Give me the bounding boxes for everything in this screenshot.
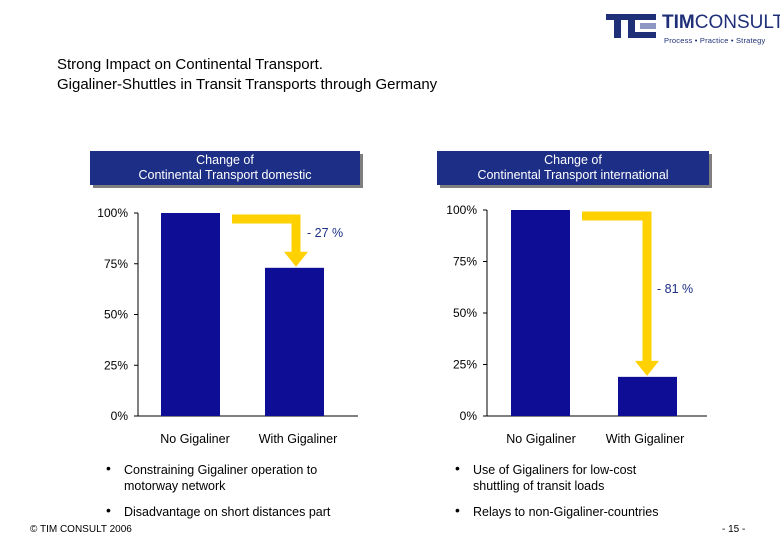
chart-title-line1: Change of xyxy=(544,153,602,167)
y-tick-label: 0% xyxy=(111,409,129,423)
bullet-dot: • xyxy=(455,502,460,518)
y-tick-label: 100% xyxy=(97,206,128,220)
bullet-dot: • xyxy=(106,460,111,476)
chart-title-line2: Continental Transport international xyxy=(477,168,669,182)
page-title-line2: Gigaliner-Shuttles in Transit Transports… xyxy=(57,76,438,93)
bullet-text: Disadvantage on short distances part xyxy=(124,505,331,519)
bullet-dot: • xyxy=(106,502,111,518)
page-number: - 15 - xyxy=(722,524,746,535)
change-arrow-shaft xyxy=(232,214,301,254)
bar-1 xyxy=(618,376,677,416)
bar-1 xyxy=(265,267,324,416)
company-logo: TIMCONSULT Process • Practice • Strategy xyxy=(604,10,780,46)
change-arrow-shaft xyxy=(582,211,652,363)
bullet-text: motorway network xyxy=(124,479,226,493)
page-title: Strong Impact on Continental Transport. … xyxy=(57,55,437,95)
x-category-label: No Gigaliner xyxy=(160,432,229,446)
change-arrow-head xyxy=(635,360,659,376)
chart-header-domestic: Change of Continental Transport domestic xyxy=(90,151,360,185)
bullet-dot: • xyxy=(455,460,460,476)
chart-header-international: Change of Continental Transport internat… xyxy=(437,151,709,185)
bullet-text: Use of Gigaliners for low-cost xyxy=(473,463,637,477)
x-category-label: No Gigaliner xyxy=(506,432,575,446)
y-tick-label: 0% xyxy=(460,409,478,423)
y-tick-label: 50% xyxy=(453,306,477,320)
chart-title-line1: Change of xyxy=(196,153,254,167)
bullet-text: Relays to non-Gigaliner-countries xyxy=(473,505,659,519)
page-title-line1: Strong Impact on Continental Transport. xyxy=(57,56,323,73)
logo-mark-icon xyxy=(604,12,658,40)
logo-tagline: Process • Practice • Strategy xyxy=(664,36,766,45)
chart-title-line2: Continental Transport domestic xyxy=(138,168,312,182)
bar-0 xyxy=(161,213,220,416)
bullet-text: Constraining Gigaliner operation to xyxy=(124,463,318,477)
copyright-notice: © TIM CONSULT 2006 xyxy=(30,524,132,535)
y-tick-label: 25% xyxy=(453,358,477,372)
bar-0 xyxy=(511,210,570,416)
y-tick-label: 75% xyxy=(453,255,477,269)
y-tick-label: 50% xyxy=(104,308,128,322)
x-category-label: With Gigaliner xyxy=(606,432,685,446)
y-tick-label: 25% xyxy=(104,358,128,372)
logo-name: TIMCONSULT xyxy=(662,12,780,33)
bullet-text: shuttling of transit loads xyxy=(473,479,605,493)
y-tick-label: 75% xyxy=(104,257,128,271)
x-category-label: With Gigaliner xyxy=(259,432,338,446)
change-label: - 27 % xyxy=(307,226,343,240)
y-tick-label: 100% xyxy=(446,203,477,217)
change-arrow-head xyxy=(284,251,308,267)
change-label: - 81 % xyxy=(657,282,693,296)
